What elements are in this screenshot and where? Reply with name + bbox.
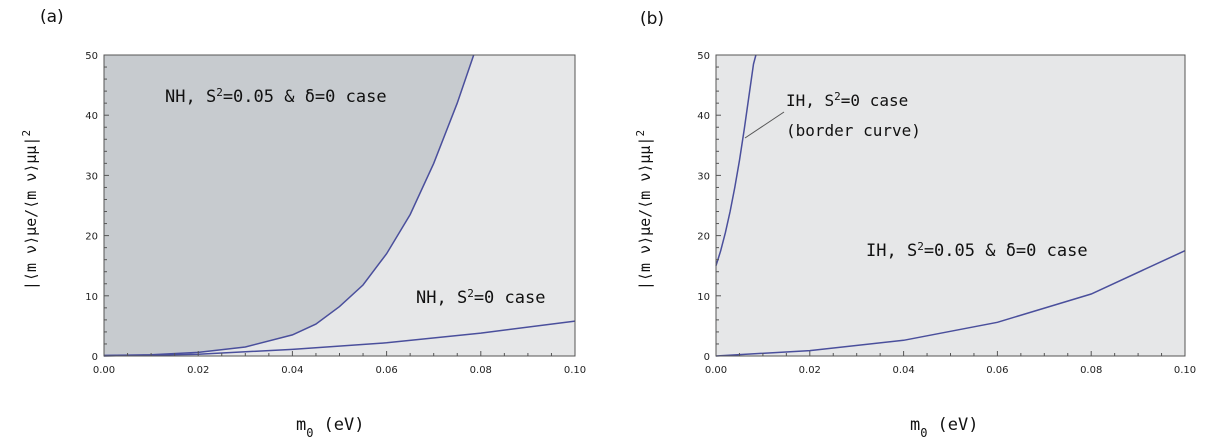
panel-a: (a) 0.00 0.02 0.04 0.06 0.08 0.10 0 10 20 30 40 50… <box>20 7 587 440</box>
y-tick-label: 10 <box>697 292 710 303</box>
panel-b-y-axis-label: |⟨m ν⟩μe/⟨m ν⟩μμ|2 <box>634 130 655 290</box>
y-tick-label: 40 <box>85 111 98 122</box>
panel-a-label: (a) <box>40 7 64 27</box>
x-tick-label: 0.06 <box>986 365 1008 376</box>
x-tick-label: 0.10 <box>564 365 586 376</box>
y-tick-label: 0 <box>92 352 98 363</box>
panel-b-annotation-ih-s2-005: IH, S2=0.05 & δ=0 case <box>866 240 1088 262</box>
x-tick-label: 0.04 <box>892 365 914 376</box>
panel-a-y-ticks: 0 10 20 30 40 50 <box>85 51 109 363</box>
panel-b-curve-ih-s2-0 <box>715 54 757 266</box>
x-tick-label: 0.02 <box>799 365 821 376</box>
panel-b-curve-ih-s2-005 <box>715 250 1186 357</box>
y-tick-label: 10 <box>85 292 98 303</box>
x-tick-label: 0.04 <box>281 365 303 376</box>
x-tick-label: 0.08 <box>1080 365 1102 376</box>
y-tick-label: 0 <box>704 352 710 363</box>
panel-b-x-axis-label: m0 (eV) <box>910 415 978 440</box>
panel-a-y-axis-label: |⟨m ν⟩μe/⟨m ν⟩μμ|2 <box>20 130 41 290</box>
y-tick-label: 50 <box>697 51 710 62</box>
y-tick-label: 30 <box>697 171 710 182</box>
panel-b-annotation-pointer <box>744 111 785 139</box>
panel-b-label: (b) <box>640 9 664 29</box>
y-tick-label: 30 <box>85 171 98 182</box>
panel-a-curve-nh-s2-0 <box>103 320 576 357</box>
panel-a-annotation-nh-s2-0: NH, S2=0 case <box>416 287 545 309</box>
panel-b-annotation-border-curve: (border curve) <box>786 121 921 140</box>
panel-b-light-region <box>716 55 1185 356</box>
panel-a-x-axis-label: m0 (eV) <box>296 415 364 440</box>
y-tick-label: 50 <box>85 51 98 62</box>
x-tick-label: 0.10 <box>1174 365 1196 376</box>
x-tick-label: 0.00 <box>705 365 727 376</box>
panel-a-annotation-nh-s2-005: NH, S2=0.05 & δ=0 case <box>165 86 387 108</box>
x-tick-label: 0.06 <box>375 365 397 376</box>
panel-b-x-ticks: 0.00 0.02 0.04 0.06 0.08 0.10 <box>705 351 1196 376</box>
x-tick-label: 0.00 <box>93 365 115 376</box>
panel-b-annotation-ih-s2-0: IH, S2=0 case <box>786 90 908 111</box>
panel-b: (b) 0.00 0.02 0.04 0.06 0.08 0.10 0 10 20 30 40 50… <box>634 9 1197 440</box>
panel-b-y-ticks: 0 10 20 30 40 50 <box>697 51 721 363</box>
panel-a-x-ticks: 0.00 0.02 0.04 0.06 0.08 0.10 <box>93 351 586 376</box>
y-tick-label: 20 <box>697 232 710 243</box>
x-tick-label: 0.02 <box>187 365 209 376</box>
x-tick-label: 0.08 <box>470 365 492 376</box>
panel-a-dark-region <box>104 55 474 356</box>
y-tick-label: 20 <box>85 232 98 243</box>
y-tick-label: 40 <box>697 111 710 122</box>
